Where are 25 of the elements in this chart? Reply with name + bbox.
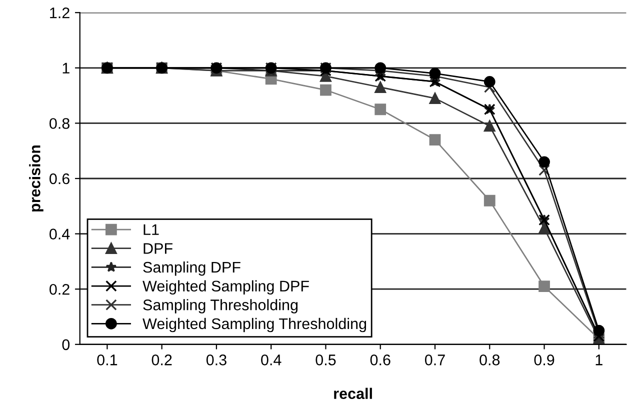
x-tick-label: 0.1 xyxy=(97,354,118,366)
legend-label: Weighted Sampling Thresholding xyxy=(142,318,366,332)
x-tick-label: 0.7 xyxy=(424,354,445,366)
x-tick-label: 0.9 xyxy=(534,354,554,366)
x-tick-label: 0.4 xyxy=(261,354,282,366)
x-tick-label: 0.5 xyxy=(316,354,336,366)
y-tick-label: 0.6 xyxy=(50,173,70,184)
legend-label: L1 xyxy=(144,224,159,235)
x-tick-label: 0.6 xyxy=(370,354,390,366)
y-tick-label: 1 xyxy=(62,62,70,74)
y-tick-label: 0.8 xyxy=(50,118,70,129)
y-tick-label: 1.2 xyxy=(50,7,70,18)
y-tick-label: 0 xyxy=(62,339,70,350)
legend-label: DPF xyxy=(144,243,172,254)
legend-label: Sampling Thresholding xyxy=(143,299,298,314)
x-tick-label: 0.3 xyxy=(206,354,226,366)
x-tick-label: 1 xyxy=(596,354,602,366)
legend-label: Sampling DPF xyxy=(143,261,240,276)
y-tick-label: 0.4 xyxy=(50,228,70,240)
y-axis-title: precision xyxy=(29,145,44,212)
legend-label: Weighted Sampling DPF xyxy=(142,280,309,295)
x-tick-label: 0.8 xyxy=(480,354,500,366)
y-tick-label: 0.2 xyxy=(50,284,70,295)
x-axis-title: recall xyxy=(334,388,372,400)
x-tick-label: 0.2 xyxy=(152,354,172,366)
